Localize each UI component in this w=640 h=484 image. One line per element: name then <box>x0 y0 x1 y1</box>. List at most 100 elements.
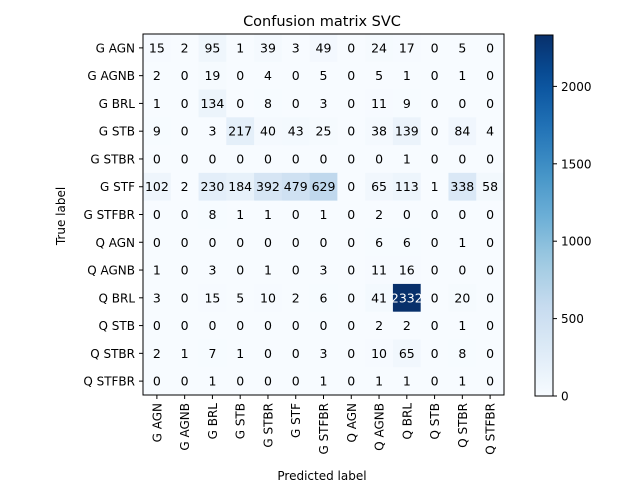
heatmap-cell <box>337 145 366 174</box>
cell-value-label: 49 <box>316 40 332 55</box>
heatmap-cell <box>226 200 255 229</box>
x-axis-label: Predicted label <box>277 469 366 480</box>
heatmap-cell <box>309 117 338 146</box>
heatmap-cell <box>281 145 311 174</box>
cell-value-label: 1 <box>458 374 466 389</box>
cell-value-label: 95 <box>204 40 220 55</box>
heatmap-cell <box>420 61 449 91</box>
cell-value-label: 0 <box>375 151 383 166</box>
cell-value-label: 15 <box>149 40 165 55</box>
colorbar-tick-label: 2000 <box>561 80 592 94</box>
heatmap-cell <box>337 311 366 340</box>
heatmap-cell <box>476 311 505 340</box>
cell-value-label: 0 <box>458 207 466 222</box>
cell-value-label: 7 <box>208 346 216 361</box>
cell-value-label: 5 <box>320 68 328 83</box>
heatmap-cell <box>170 117 200 146</box>
cell-value-label: 9 <box>403 96 411 111</box>
heatmap-cell <box>226 311 255 340</box>
cell-value-label: 1 <box>208 374 216 389</box>
cell-value-label: 0 <box>292 318 300 333</box>
x-tick-label: Q BRL <box>400 403 414 440</box>
cell-value-label: 25 <box>316 124 332 139</box>
y-tick-label: Q AGNB <box>87 264 135 278</box>
colorbar-tick-label: 0 <box>561 390 569 404</box>
cell-value-label: 0 <box>236 235 244 250</box>
y-tick-label: Q BRL <box>98 291 135 305</box>
x-tick-label: Q STFBR <box>484 403 498 455</box>
cell-value-label: 0 <box>236 151 244 166</box>
heatmap-cell <box>309 89 338 118</box>
cell-value-label: 65 <box>399 346 415 361</box>
x-axis-ticks: G AGN G AGNB G BRL G STB G STBR G STF G STFBR Q… <box>150 395 498 455</box>
cell-value-label: 3 <box>208 263 216 278</box>
heatmap-cell <box>309 339 338 368</box>
cell-value-label: 0 <box>264 318 272 333</box>
cell-value-label: 0 <box>153 207 161 222</box>
cell-value-label: 0 <box>347 290 355 305</box>
heatmap-cell <box>420 89 449 118</box>
cell-value-label: 0 <box>292 374 300 389</box>
colorbar-tick-label: 1500 <box>561 157 592 171</box>
heatmap-cell <box>143 34 172 63</box>
heatmap-cell <box>476 256 505 285</box>
cell-value-label: 17 <box>399 40 415 55</box>
cell-value-label: 0 <box>347 124 355 139</box>
cell-value-label: 3 <box>320 96 328 111</box>
cell-value-label: 0 <box>181 68 189 83</box>
cell-value-label: 6 <box>403 235 411 250</box>
cell-value-label: 6 <box>375 235 383 250</box>
heatmap-cell <box>476 339 505 368</box>
heatmap-cell <box>448 117 477 146</box>
cell-value-label: 338 <box>450 179 474 194</box>
cell-value-label: 1 <box>458 235 466 250</box>
cell-value-label: 0 <box>431 374 439 389</box>
heatmap-cell <box>476 172 505 202</box>
cell-value-label: 2 <box>153 68 161 83</box>
heatmap-cell <box>170 228 200 257</box>
cell-value-label: 1 <box>320 207 328 222</box>
cell-value-label: 0 <box>431 40 439 55</box>
heatmap-cell <box>281 367 311 396</box>
cell-value-label: 1 <box>236 207 244 222</box>
heatmap-cell <box>392 61 422 91</box>
heatmap-cell <box>281 89 311 118</box>
heatmap-cell <box>254 117 283 146</box>
heatmap-cell <box>198 311 227 340</box>
heatmap-cell <box>254 283 283 313</box>
heatmap-cell <box>198 117 227 146</box>
heatmap-cell <box>365 172 394 202</box>
cell-value-label: 10 <box>260 290 276 305</box>
heatmap-cell <box>198 89 227 118</box>
heatmap-cell <box>170 339 200 368</box>
heatmap-cell <box>170 367 200 396</box>
cell-value-label: 5 <box>458 40 466 55</box>
cell-value-label: 39 <box>260 40 276 55</box>
cell-value-label: 5 <box>236 290 244 305</box>
cell-value-label: 0 <box>431 151 439 166</box>
heatmap-cell <box>198 200 227 229</box>
heatmap-cell <box>143 283 172 313</box>
heatmap-cell <box>309 228 338 257</box>
heatmap-cell <box>365 89 394 118</box>
cell-value-label: 2 <box>292 290 300 305</box>
heatmap-cell <box>337 89 366 118</box>
heatmap-cell <box>281 200 311 229</box>
cell-value-label: 0 <box>347 207 355 222</box>
x-tick-label: G AGN <box>150 403 164 442</box>
cell-value-label: 0 <box>236 318 244 333</box>
cell-value-label: 1 <box>431 179 439 194</box>
cell-value-label: 0 <box>486 235 494 250</box>
cell-value-label: 41 <box>371 290 387 305</box>
cell-value-label: 1 <box>264 263 272 278</box>
cell-value-label: 0 <box>181 151 189 166</box>
cell-value-label: 8 <box>264 96 272 111</box>
y-tick-label: G STF <box>100 180 135 194</box>
heatmap-cell <box>198 145 227 174</box>
heatmap-cell <box>392 339 422 368</box>
heatmap-cell <box>309 256 338 285</box>
cell-value-label: 6 <box>320 290 328 305</box>
cell-value-label: 0 <box>264 346 272 361</box>
